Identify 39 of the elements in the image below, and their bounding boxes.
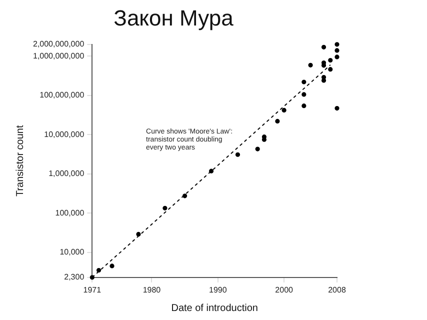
point [235, 152, 240, 157]
y-tick-label: 1,000,000,000 [32, 51, 85, 60]
point [182, 194, 188, 198]
point [308, 62, 313, 68]
point [321, 78, 326, 83]
x-axis-title: Date of introduction [171, 302, 258, 314]
point [282, 108, 286, 113]
point [110, 264, 114, 268]
point [328, 67, 333, 72]
y-tick-label: 2,000,000,000 [32, 40, 85, 49]
point [334, 48, 340, 53]
x-tick-label: 1971 [83, 285, 102, 294]
point [136, 232, 141, 237]
point [321, 44, 326, 50]
y-tick-label: 100,000 [55, 208, 85, 218]
x-tick-label: 1980 [142, 285, 162, 294]
point [302, 92, 306, 97]
y-tick-label: 100,000,000 [40, 90, 85, 100]
point [334, 42, 340, 47]
point [90, 275, 94, 280]
y-tick-label: 1,000,000 [48, 169, 85, 178]
point [334, 54, 340, 60]
point [162, 206, 168, 210]
point [334, 106, 340, 111]
chart-title: Закон Мура [114, 5, 234, 30]
y-tick-label: 2,300 [64, 272, 85, 282]
y-tick-label: 10,000 [60, 248, 85, 257]
point [96, 268, 102, 273]
point [328, 58, 333, 63]
x-tick-label: 1990 [208, 285, 228, 294]
x-tick-label: 2008 [328, 285, 346, 294]
point [275, 118, 280, 124]
y-tick-label: 10,000,000 [44, 130, 85, 139]
y-axis-title: Transistor count [14, 125, 26, 197]
point [302, 80, 306, 84]
point [255, 146, 260, 152]
point [302, 104, 306, 108]
x-tick-label: 2000 [275, 285, 294, 294]
point [208, 168, 214, 174]
